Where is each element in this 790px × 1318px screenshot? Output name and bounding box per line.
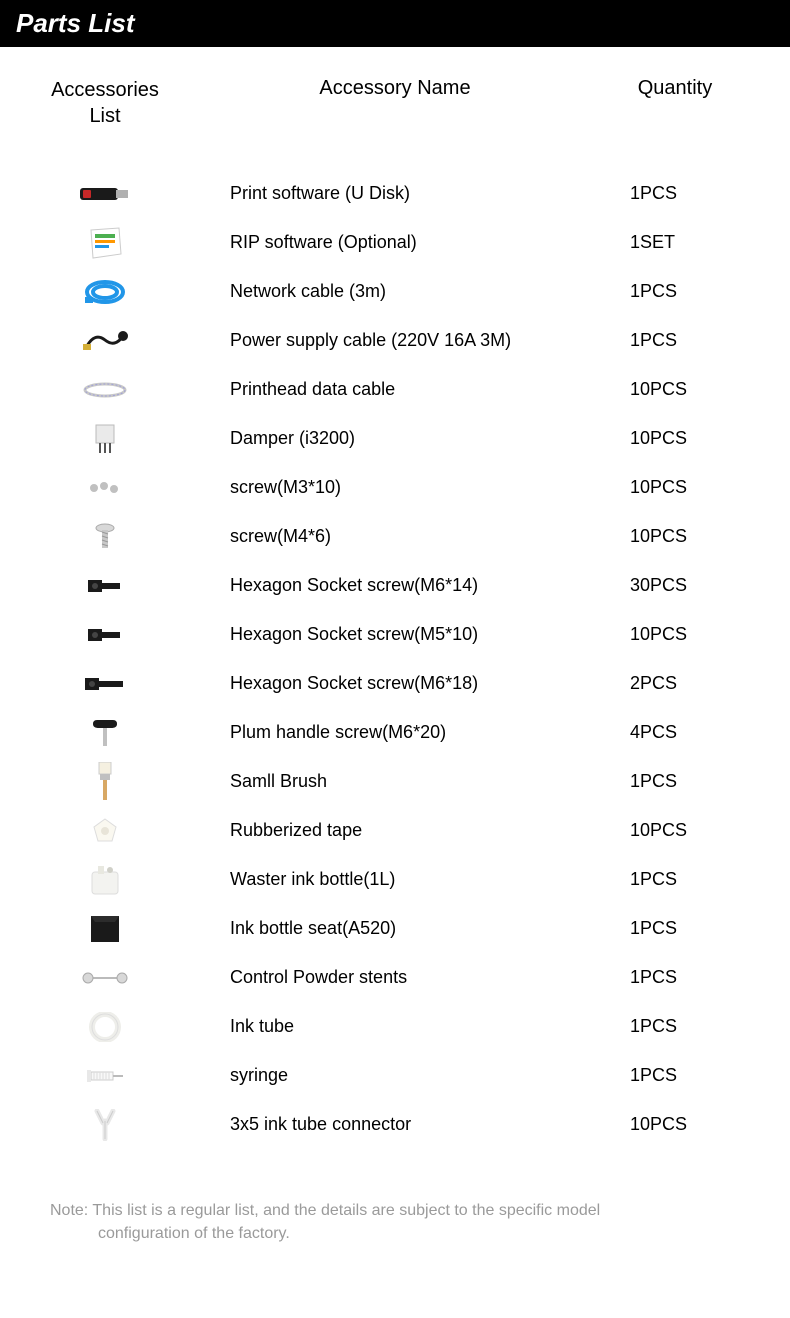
accessory-quantity: 2PCS — [600, 673, 750, 694]
black-box-icon — [40, 914, 170, 944]
accessory-quantity: 10PCS — [600, 624, 750, 645]
table-row: Hexagon Socket screw(M6*18)2PCS — [40, 659, 750, 708]
footnote-line1: This list is a regular list, and the det… — [92, 1202, 600, 1219]
table-row: Plum handle screw(M6*20)4PCS — [40, 708, 750, 757]
header-accessory-name: Accessory Name — [170, 77, 600, 100]
table-header-row: Accessories List Accessory Name Quantity — [40, 77, 750, 129]
accessory-quantity: 1PCS — [600, 1016, 750, 1037]
table-row: Network cable (3m)1PCS — [40, 267, 750, 316]
accessory-name: Damper (i3200) — [170, 428, 600, 449]
accessory-quantity: 1PCS — [600, 967, 750, 988]
stents-icon — [40, 970, 170, 986]
table-row: Rubberized tape10PCS — [40, 806, 750, 855]
hex-screw-long-icon — [40, 672, 170, 696]
accessory-name: Network cable (3m) — [170, 281, 600, 302]
power-cable-icon — [40, 328, 170, 354]
data-cable-icon — [40, 381, 170, 399]
hex-screw-icon — [40, 574, 170, 598]
accessory-name: Print software (U Disk) — [170, 183, 600, 204]
y-connector-icon — [40, 1109, 170, 1141]
accessory-quantity: 10PCS — [600, 526, 750, 547]
small-screws-icon — [40, 480, 170, 496]
accessory-name: Hexagon Socket screw(M6*18) — [170, 673, 600, 694]
accessory-name: Control Powder stents — [170, 967, 600, 988]
table-row: Control Powder stents1PCS — [40, 953, 750, 1002]
header-quantity: Quantity — [600, 77, 750, 100]
title-bar: Parts List — [0, 0, 790, 47]
accessory-name: screw(M4*6) — [170, 526, 600, 547]
table-row: Hexagon Socket screw(M5*10)10PCS — [40, 610, 750, 659]
document-icon — [40, 226, 170, 260]
accessory-name: Samll Brush — [170, 771, 600, 792]
screw-icon — [40, 522, 170, 552]
plum-handle-icon — [40, 718, 170, 748]
damper-icon — [40, 423, 170, 455]
accessory-name: screw(M3*10) — [170, 477, 600, 498]
network-cable-icon — [40, 277, 170, 307]
table-row: screw(M4*6)10PCS — [40, 512, 750, 561]
accessory-name: Printhead data cable — [170, 379, 600, 400]
tube-icon — [40, 1012, 170, 1042]
accessory-name: Hexagon Socket screw(M6*14) — [170, 575, 600, 596]
table-row: 3x5 ink tube connector10PCS — [40, 1100, 750, 1149]
table-row: RIP software (Optional)1SET — [40, 218, 750, 267]
accessory-quantity: 1PCS — [600, 183, 750, 204]
accessory-quantity: 1PCS — [600, 869, 750, 890]
accessory-name: Rubberized tape — [170, 820, 600, 841]
footnote: Note: This list is a regular list, and t… — [0, 1169, 790, 1285]
parts-table: Accessories List Accessory Name Quantity… — [0, 47, 790, 1169]
footnote-line2: configuration of the factory. — [50, 1222, 740, 1245]
table-row: Hexagon Socket screw(M6*14)30PCS — [40, 561, 750, 610]
accessory-quantity: 10PCS — [600, 428, 750, 449]
footnote-prefix: Note: — [50, 1202, 92, 1219]
header-accessories-list: Accessories List — [40, 77, 170, 129]
accessory-name: 3x5 ink tube connector — [170, 1114, 600, 1135]
accessory-name: Plum handle screw(M6*20) — [170, 722, 600, 743]
accessory-quantity: 1PCS — [600, 281, 750, 302]
table-row: Ink tube1PCS — [40, 1002, 750, 1051]
accessory-name: Power supply cable (220V 16A 3M) — [170, 330, 600, 351]
table-row: Power supply cable (220V 16A 3M)1PCS — [40, 316, 750, 365]
table-row: Printhead data cable10PCS — [40, 365, 750, 414]
accessory-name: Hexagon Socket screw(M5*10) — [170, 624, 600, 645]
accessory-quantity: 30PCS — [600, 575, 750, 596]
accessory-quantity: 1PCS — [600, 330, 750, 351]
accessory-name: syringe — [170, 1065, 600, 1086]
page-title: Parts List — [16, 8, 135, 38]
accessory-quantity: 1SET — [600, 232, 750, 253]
accessory-quantity: 10PCS — [600, 1114, 750, 1135]
table-row: Damper (i3200)10PCS — [40, 414, 750, 463]
bottle-icon — [40, 864, 170, 896]
accessory-quantity: 1PCS — [600, 918, 750, 939]
accessory-name: Ink tube — [170, 1016, 600, 1037]
table-body: Print software (U Disk)1PCS RIP software… — [40, 169, 750, 1149]
accessory-quantity: 4PCS — [600, 722, 750, 743]
table-row: Ink bottle seat(A520)1PCS — [40, 904, 750, 953]
table-row: syringe1PCS — [40, 1051, 750, 1100]
usb-drive-icon — [40, 185, 170, 203]
accessory-quantity: 10PCS — [600, 379, 750, 400]
accessory-quantity: 10PCS — [600, 820, 750, 841]
table-row: Waster ink bottle(1L)1PCS — [40, 855, 750, 904]
accessory-name: RIP software (Optional) — [170, 232, 600, 253]
table-row: screw(M3*10)10PCS — [40, 463, 750, 512]
accessory-quantity: 10PCS — [600, 477, 750, 498]
accessory-quantity: 1PCS — [600, 1065, 750, 1086]
syringe-icon — [40, 1066, 170, 1086]
brush-icon — [40, 762, 170, 802]
table-row: Samll Brush1PCS — [40, 757, 750, 806]
accessory-quantity: 1PCS — [600, 771, 750, 792]
accessory-name: Waster ink bottle(1L) — [170, 869, 600, 890]
accessory-name: Ink bottle seat(A520) — [170, 918, 600, 939]
tape-icon — [40, 817, 170, 845]
table-row: Print software (U Disk)1PCS — [40, 169, 750, 218]
hex-screw-icon — [40, 623, 170, 647]
